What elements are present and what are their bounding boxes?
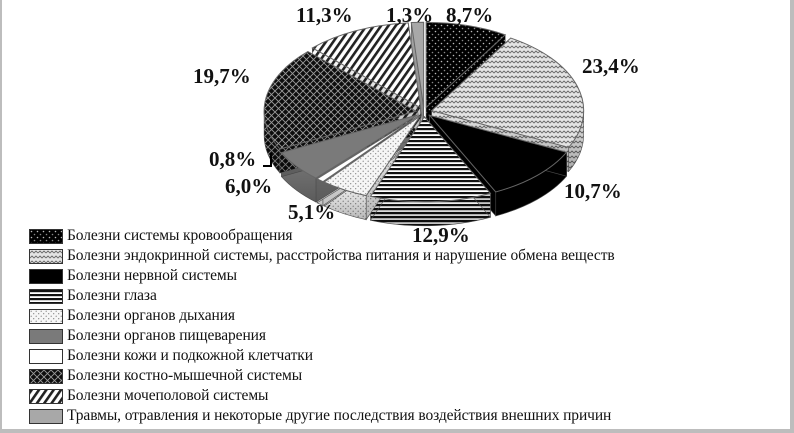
- legend-label: Болезни мочеполовой системы: [67, 387, 269, 404]
- pie-slices: [263, 21, 585, 227]
- legend-item: Болезни эндокринной системы, расстройств…: [29, 246, 615, 266]
- pie-slice: [430, 37, 585, 149]
- legend-label: Болезни кожи и подкожной клетчатки: [67, 347, 313, 364]
- slice-label-genitourinary: 11,3%: [296, 3, 353, 27]
- slice-label-injuries: 1,3%: [386, 3, 434, 27]
- swatch-white-icon: [29, 348, 63, 364]
- swatch-black-icon: [29, 268, 63, 284]
- slice-label-respiratory: 5,1%: [288, 200, 336, 224]
- pie-slice: [311, 22, 422, 109]
- slice-label-eye: 12,9%: [412, 223, 470, 247]
- legend-item: Болезни кожи и подкожной клетчатки: [29, 346, 615, 366]
- swatch-crosshatch-icon: [29, 368, 63, 384]
- slice-label-nervous: 10,7%: [564, 179, 622, 203]
- slice-label-circulatory: 8,7%: [446, 3, 494, 27]
- legend-item: Болезни органов пищеварения: [29, 326, 615, 346]
- legend-item: Болезни нервной системы: [29, 266, 615, 286]
- slice-label-endocrine: 23,4%: [582, 54, 640, 78]
- pie-slice: [425, 21, 507, 109]
- legend-label: Болезни глаза: [67, 287, 157, 304]
- slice-label-digestive: 6,0%: [225, 174, 273, 198]
- pie-slice: [263, 50, 418, 150]
- pie-slice: [323, 115, 421, 197]
- legend: Болезни системы кровообращения Болезни э…: [29, 226, 615, 426]
- legend-item: Травмы, отравления и некоторые другие по…: [29, 406, 615, 426]
- legend-item: Болезни системы кровообращения: [29, 226, 615, 246]
- legend-label: Травмы, отравления и некоторые другие по…: [67, 407, 612, 424]
- swatch-dots-black-icon: [29, 228, 63, 244]
- legend-label: Болезни органов пищеварения: [67, 327, 266, 344]
- legend-label: Болезни нервной системы: [67, 267, 237, 284]
- swatch-hlines-icon: [29, 288, 63, 304]
- swatch-light-gray-icon: [29, 408, 63, 424]
- swatch-zigzag-icon: [29, 248, 63, 264]
- legend-item: Болезни мочеполовой системы: [29, 386, 615, 406]
- legend-item: Болезни органов дыхания: [29, 306, 615, 326]
- slice-label-skin: 0,8%: [209, 147, 257, 171]
- legend-label: Болезни органов дыхания: [67, 307, 235, 324]
- legend-item: Болезни глаза: [29, 286, 615, 306]
- pie-slice: [280, 114, 418, 179]
- pie-slice: [369, 115, 492, 203]
- swatch-dots-white-icon: [29, 308, 63, 324]
- legend-label: Болезни костно-мышечной системы: [67, 367, 303, 384]
- pie-slice: [428, 114, 568, 193]
- pie-slice: [316, 115, 420, 183]
- slice-label-musculoskeletal: 19,7%: [193, 64, 251, 88]
- pie-slice: [410, 21, 425, 108]
- legend-label: Болезни эндокринной системы, расстройств…: [67, 247, 615, 264]
- swatch-dark-gray-icon: [29, 328, 63, 344]
- legend-label: Болезни системы кровообращения: [67, 227, 293, 244]
- swatch-diagonal-icon: [29, 388, 63, 404]
- legend-item: Болезни костно-мышечной системы: [29, 366, 615, 386]
